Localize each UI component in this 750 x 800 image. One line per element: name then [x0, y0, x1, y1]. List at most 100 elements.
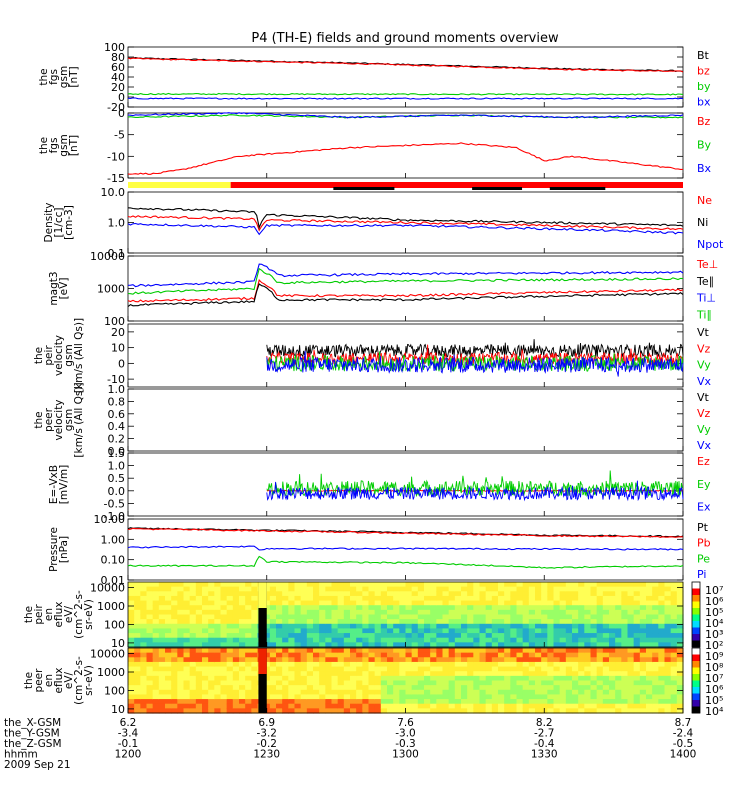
spectrogram-cell [424, 680, 431, 686]
spectrogram-cell [313, 648, 320, 654]
spectrogram-cell [134, 614, 141, 620]
spectrogram-cell [288, 708, 296, 714]
spectrogram-cell [387, 661, 394, 668]
spectrogram-cell [516, 652, 524, 658]
spectrogram-cell [134, 595, 141, 602]
spectrogram-cell [269, 661, 277, 668]
spectrogram-cell [442, 623, 450, 630]
spectrogram-cell [405, 591, 413, 597]
spectrogram-cell [621, 582, 629, 588]
spectrogram-cell [467, 642, 474, 648]
spectrogram-cell [454, 703, 462, 709]
spectrogram-cell [202, 591, 209, 597]
spectrogram-cell [676, 703, 684, 709]
spectrogram-cell [393, 680, 400, 686]
spectrogram-cell [485, 633, 493, 639]
spectrogram-cell [189, 619, 197, 625]
spectrogram-cell [639, 657, 647, 663]
spectrogram-cell [535, 661, 542, 668]
spectrogram-cell [220, 703, 228, 709]
spectrogram-cell [424, 685, 431, 691]
spectrogram-cell [522, 680, 530, 686]
spectrogram-cell [374, 708, 382, 714]
spectrogram-cell [282, 614, 289, 620]
spectrogram-cell [504, 652, 511, 658]
spectrogram-cell [547, 680, 555, 686]
spectrogram-cell [411, 671, 419, 677]
spectrogram-cell [405, 614, 413, 620]
spectrogram-cell [615, 637, 622, 643]
spectrogram-cell [510, 609, 518, 616]
spectrogram-cell [165, 708, 172, 714]
spectrogram-cell [565, 708, 573, 714]
spectrogram-cell [189, 657, 197, 663]
y-tick-label: 20 [111, 81, 125, 94]
spectrogram-cell [590, 671, 598, 677]
spectrogram-cell [393, 666, 400, 672]
spectrogram-cell [282, 661, 289, 668]
spectrogram-cell [325, 671, 333, 677]
spectrogram-cell [664, 661, 672, 668]
spectrogram-cell [214, 633, 222, 639]
spectrogram-cell [639, 694, 647, 700]
spectrogram-cell [158, 671, 166, 677]
spectrogram-cell [516, 642, 524, 648]
spectrogram-cell [436, 614, 444, 620]
spectrogram-cell [498, 680, 505, 686]
spectrogram-cell [368, 642, 376, 648]
spectrogram-cell [467, 648, 474, 654]
spectrogram-cell [473, 671, 481, 677]
spectrogram-cell [294, 614, 302, 620]
spectrogram-cell [578, 675, 585, 682]
spectrogram-cell [183, 609, 191, 616]
spectrogram-cell [171, 595, 178, 602]
spectrogram-cell [479, 633, 487, 639]
spectrogram-cell [146, 680, 154, 686]
panel-frame [127, 191, 684, 254]
x-axis-row-label: the_X-GSM [4, 717, 61, 729]
spectrogram-cell [158, 628, 166, 634]
spectrogram-cell [664, 699, 672, 705]
spectrogram-cell [368, 699, 376, 705]
spectrogram-cell [627, 619, 635, 625]
y-axis-label: Pressure [48, 527, 60, 572]
spectrogram-cell [220, 648, 228, 654]
spectrogram-cell [436, 661, 444, 668]
spectrogram-cell [584, 648, 592, 654]
spectrogram-cell [498, 666, 505, 672]
spectrogram-cell [461, 582, 468, 588]
spectrogram-cell [639, 600, 647, 606]
y-tick-label: 100 [104, 41, 125, 54]
spectrogram-cell [424, 595, 431, 602]
spectrogram-cell [189, 680, 197, 686]
spectrogram-cell [541, 648, 548, 654]
spectrogram-cell [670, 619, 678, 625]
spectrogram-cell [202, 648, 209, 654]
spectrogram-cell [300, 586, 308, 592]
spectrogram-cell [276, 708, 283, 714]
spectrogram-cell [430, 666, 437, 672]
spectrogram-cell [467, 708, 474, 714]
spectrogram-cell [288, 694, 296, 700]
spectrogram-cell [294, 661, 302, 668]
spectrogram-cell [627, 648, 635, 654]
spectrogram-cell [615, 685, 622, 691]
spectrogram-cell [356, 609, 363, 616]
spectrogram-cell [208, 708, 215, 714]
spectrogram-cell [300, 642, 308, 648]
spectrogram-cell [609, 586, 616, 592]
spectrogram-cell [633, 586, 641, 592]
spectrogram-cell [374, 582, 382, 588]
spectrogram-cell [658, 675, 666, 682]
y-axis-label: the [38, 137, 50, 154]
spectrogram-cell [448, 708, 456, 714]
spectrogram-cell [442, 582, 450, 588]
spectrogram-cell [128, 648, 135, 654]
spectrogram-cell [368, 675, 376, 682]
spectrogram-cell [609, 699, 616, 705]
spectrogram-cell [263, 652, 271, 658]
spectrogram-cell [609, 591, 616, 597]
spectrogram-cell [214, 595, 222, 602]
spectrogram-cell [430, 623, 437, 630]
spectrogram-cell [325, 661, 333, 668]
